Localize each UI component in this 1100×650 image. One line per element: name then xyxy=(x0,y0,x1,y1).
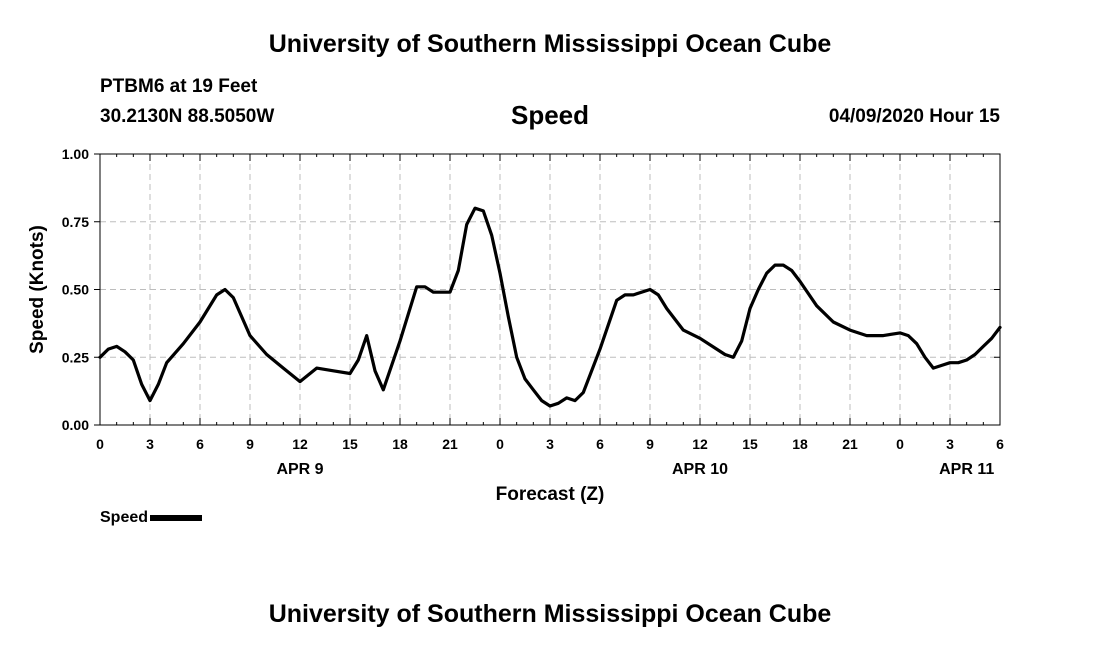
station-label: PTBM6 at 19 Feet xyxy=(100,76,258,97)
x-tick-label: 21 xyxy=(842,436,858,452)
x-tick-label: 6 xyxy=(596,436,604,452)
x-tick-label: 0 xyxy=(896,436,904,452)
x-day-label: APR 9 xyxy=(276,461,323,478)
x-tick-label: 3 xyxy=(946,436,954,452)
legend: Speed xyxy=(100,509,203,527)
x-tick-label: 3 xyxy=(146,436,154,452)
page-title: University of Southern Mississippi Ocean… xyxy=(268,30,832,58)
legend-line-swatch xyxy=(150,514,203,521)
y-tick-label: 1.00 xyxy=(62,146,89,162)
forecast-datetime: 04/09/2020 Hour 15 xyxy=(828,106,1000,127)
x-tick-label: 6 xyxy=(196,436,204,452)
x-tick-label: 12 xyxy=(692,436,708,452)
footer-title: University of Southern Mississippi Ocean… xyxy=(268,600,832,628)
x-tick-label: 6 xyxy=(996,436,1004,452)
x-tick-label: 18 xyxy=(792,436,808,452)
chart-title: Speed xyxy=(510,100,590,130)
x-axis-label: Forecast (Z) xyxy=(496,484,605,505)
y-tick-label: 0.25 xyxy=(62,349,89,365)
x-day-label: APR 11 xyxy=(939,461,994,478)
coordinates-label: 30.2130N 88.5050W xyxy=(100,106,275,127)
x-day-label: APR 10 xyxy=(672,461,728,478)
x-tick-label: 21 xyxy=(442,436,458,452)
x-tick-label: 15 xyxy=(342,436,358,452)
x-tick-label: 9 xyxy=(246,436,254,452)
x-tick-label: 15 xyxy=(742,436,758,452)
y-tick-label: 0.00 xyxy=(62,417,89,433)
speed-series-line xyxy=(98,206,1002,408)
y-tick-label: 0.50 xyxy=(62,282,89,298)
x-tick-label: 18 xyxy=(392,436,408,452)
x-tick-label: 3 xyxy=(546,436,554,452)
legend-label: Speed xyxy=(100,509,149,526)
y-tick-label: 0.75 xyxy=(62,214,89,230)
y-axis-label: Speed (Knots) xyxy=(27,225,48,354)
x-tick-label: 9 xyxy=(646,436,654,452)
x-tick-label: 0 xyxy=(96,436,104,452)
x-tick-label: 0 xyxy=(496,436,504,452)
x-tick-label: 12 xyxy=(292,436,308,452)
